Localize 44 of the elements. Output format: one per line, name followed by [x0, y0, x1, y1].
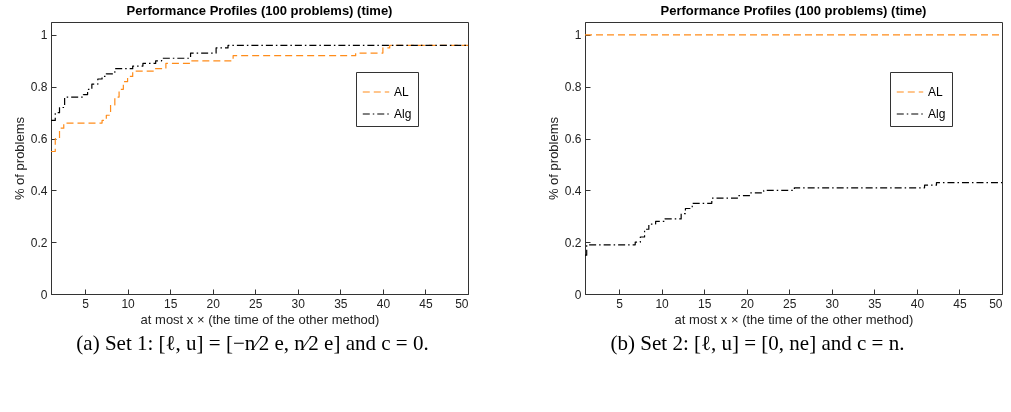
x-tick-label: 10 — [121, 296, 136, 311]
x-tick-label: 40 — [910, 296, 925, 311]
x-tick-label: 15 — [697, 296, 712, 311]
legend-label: AL — [394, 85, 409, 99]
x-tick-label: 20 — [740, 296, 755, 311]
chart-title: Performance Profiles (100 problems) (time) — [126, 3, 393, 18]
text: (a) Set 1: [ℓ, u] = [−n⁄2 e, n⁄2 e] and c = 0. — [75, 331, 430, 356]
x-tick-label: 45 — [419, 296, 433, 311]
y-axis-title: % of problems — [545, 116, 561, 201]
x-tick-label: 15 — [163, 296, 178, 311]
y-tick-label: 0.2 — [564, 235, 582, 250]
legend-label: Alg — [394, 107, 412, 121]
x-tick-label: 40 — [376, 296, 391, 311]
y-tick-label: 0.8 — [30, 80, 48, 95]
chart-title: Performance Profiles (100 problems) (time) — [660, 3, 927, 18]
x-tick-label: 25 — [249, 296, 263, 311]
y-tick-label: 0 — [574, 287, 582, 302]
x-tick-label: 10 — [655, 296, 670, 311]
x-tick-label: 25 — [783, 296, 797, 311]
y-tick-label: 0.8 — [564, 80, 582, 95]
y-tick-label: 0.2 — [30, 235, 48, 250]
y-tick-label: 0.6 — [564, 132, 582, 147]
y-tick-label: 1 — [40, 28, 48, 43]
x-tick-label: 5 — [82, 296, 90, 311]
x-tick-label: 30 — [825, 296, 840, 311]
y-tick-label: 0.4 — [564, 183, 582, 198]
x-axis-title: at most x × (the time of the other method) — [140, 311, 380, 327]
x-tick-label: 35 — [868, 296, 882, 311]
x-tick-label: 20 — [206, 296, 221, 311]
y-tick-label: 0 — [40, 287, 48, 302]
y-tick-label: 1 — [574, 28, 582, 43]
x-axis-title: at most x × (the time of the other method) — [674, 311, 914, 327]
x-tick-label: 50 — [455, 296, 469, 311]
x-tick-label: 50 — [989, 296, 1003, 311]
y-tick-label: 0.6 — [30, 132, 48, 147]
legend-label: Alg — [928, 107, 946, 121]
x-tick-label: 35 — [334, 296, 348, 311]
text: (b) Set 2: [ℓ, u] = [0, ne] and c = n. — [609, 331, 906, 356]
legend-label: AL — [928, 85, 943, 99]
x-tick-label: 5 — [616, 296, 624, 311]
y-axis-title: % of problems — [11, 116, 27, 201]
x-tick-label: 45 — [953, 296, 967, 311]
y-tick-label: 0.4 — [30, 183, 48, 198]
x-tick-label: 30 — [291, 296, 306, 311]
